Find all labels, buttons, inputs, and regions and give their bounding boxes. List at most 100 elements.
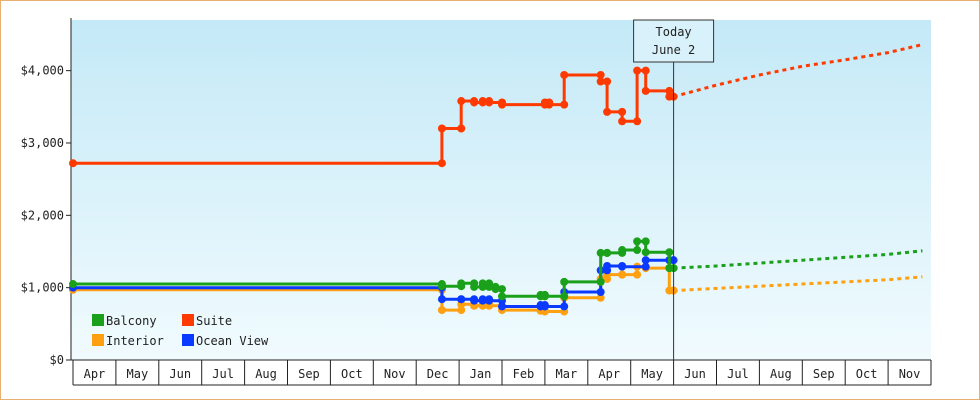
data-point-balcony: [470, 282, 479, 291]
data-point-ocean-view: [478, 295, 487, 304]
data-point-suite: [641, 86, 650, 95]
legend-label-ocean-view: Ocean View: [196, 334, 269, 348]
month-label: Jun: [169, 367, 191, 381]
y-tick-label: $4,000: [21, 64, 64, 78]
data-point-balcony: [603, 248, 612, 257]
legend-swatch-interior: [92, 334, 104, 346]
data-point-suite: [633, 117, 642, 126]
legend-swatch-balcony: [92, 314, 104, 326]
month-label: Sep: [813, 367, 835, 381]
data-point-suite: [618, 117, 627, 126]
today-marker: Today June 2: [633, 19, 715, 360]
month-label: Jan: [470, 367, 492, 381]
legend-label-suite: Suite: [196, 314, 232, 328]
data-point-balcony: [641, 237, 650, 246]
month-label: Jun: [684, 367, 706, 381]
data-point-suite: [560, 100, 569, 109]
data-point-balcony: [498, 292, 506, 301]
data-point-ocean-view: [457, 295, 466, 304]
data-point-balcony: [437, 282, 446, 291]
data-point-balcony: [641, 248, 650, 257]
y-tick-label: $0: [50, 353, 64, 367]
legend: Balcony Suite Interior Ocean View: [92, 314, 269, 348]
data-point-suite: [545, 100, 554, 109]
data-point-balcony: [540, 292, 549, 301]
data-point-suite: [665, 86, 674, 95]
data-point-suite: [437, 159, 446, 168]
data-point-suite: [69, 159, 77, 168]
today-box: [633, 19, 715, 63]
y-tick-label: $3,000: [21, 136, 64, 150]
data-point-ocean-view: [560, 302, 569, 311]
month-label: Mar: [556, 367, 578, 381]
data-point-suite: [437, 124, 446, 133]
data-point-balcony: [69, 280, 77, 289]
month-label: Dec: [427, 367, 449, 381]
data-point-suite: [633, 66, 642, 75]
data-point-suite: [560, 70, 569, 79]
month-label: May: [641, 367, 663, 381]
data-point-suite: [498, 100, 506, 109]
data-point-interior: [457, 306, 466, 315]
y-tick-label: $2,000: [21, 208, 64, 222]
x-axis: Apr May Jun Jul Aug Sep Oct Nov Dec Jan Feb Mar Apr M…: [71, 359, 932, 386]
month-label: Jul: [212, 367, 234, 381]
month-label: Jul: [727, 367, 749, 381]
data-point-suite: [596, 77, 605, 86]
data-point-suite: [618, 107, 627, 116]
data-point-interior: [618, 270, 627, 279]
data-point-balcony: [633, 246, 642, 255]
data-point-interior: [633, 270, 642, 279]
month-label: May: [127, 367, 149, 381]
month-label: Nov: [384, 367, 406, 381]
data-point-suite: [470, 98, 479, 107]
data-point-suite: [603, 107, 612, 116]
data-point-balcony: [478, 279, 487, 288]
data-point-balcony: [560, 277, 569, 286]
data-point-ocean-view: [603, 261, 612, 270]
series-forecast-suite: [673, 43, 923, 99]
data-point-ocean-view: [485, 296, 494, 305]
series-forecast-interior: [673, 275, 923, 293]
data-point-suite: [596, 70, 605, 79]
month-label: Nov: [899, 367, 921, 381]
series-forecast-balcony: [673, 249, 923, 270]
month-label: Apr: [598, 367, 620, 381]
legend-swatch-ocean-view: [182, 334, 194, 346]
month-label: Oct: [341, 367, 363, 381]
legend-label-interior: Interior: [106, 334, 164, 348]
data-point-suite: [641, 66, 650, 75]
data-point-suite: [457, 97, 466, 106]
data-point-ocean-view: [618, 262, 627, 271]
data-point-suite: [457, 124, 466, 133]
series-layer: [69, 43, 923, 316]
data-point-ocean-view: [437, 295, 446, 304]
data-point-balcony: [560, 292, 569, 301]
data-point-ocean-view: [470, 296, 479, 305]
y-tick-label: $1,000: [21, 281, 64, 295]
data-point-ocean-view: [641, 262, 650, 271]
month-label: Aug: [255, 367, 277, 381]
today-label: Today: [656, 25, 692, 39]
data-point-interior: [596, 293, 605, 302]
data-point-interior: [437, 306, 446, 315]
data-point-balcony: [498, 285, 506, 294]
data-point-balcony: [633, 237, 642, 246]
data-point-suite: [485, 98, 494, 107]
data-point-ocean-view: [641, 256, 650, 265]
data-point-balcony: [665, 248, 674, 257]
today-date: June 2: [652, 43, 695, 57]
data-point-balcony: [596, 277, 605, 286]
y-axis: $0 $1,000 $2,000 $3,000 $4,000: [21, 18, 72, 367]
data-point-ocean-view: [498, 302, 506, 311]
data-point-ocean-view: [596, 288, 605, 296]
data-point-balcony: [618, 246, 627, 255]
month-label: Feb: [513, 367, 535, 381]
data-point-balcony: [491, 285, 500, 294]
month-label: Apr: [84, 367, 106, 381]
month-label: Aug: [770, 367, 792, 381]
data-point-suite: [603, 77, 612, 86]
month-label: Oct: [856, 367, 878, 381]
data-point-balcony: [457, 279, 466, 288]
